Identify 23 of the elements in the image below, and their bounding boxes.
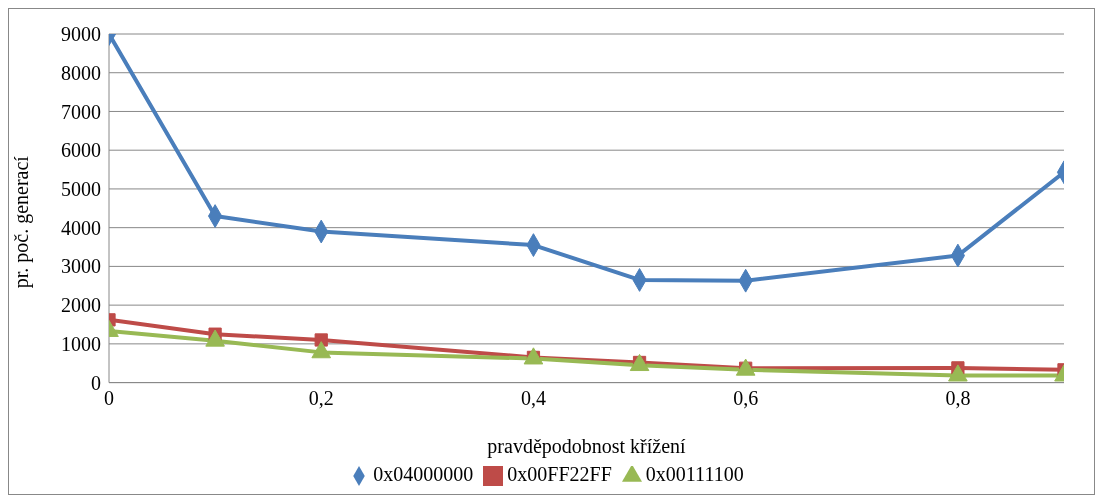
x-tick-label: 0,6 [733, 386, 759, 409]
x-tick-label: 0,4 [520, 386, 546, 409]
y-tick-label: 3000 [61, 255, 101, 278]
x-tick-label: 0,8 [945, 386, 971, 409]
point [948, 364, 968, 382]
y-tick-label: 2000 [61, 294, 101, 317]
legend-label: 0x00FF22FF [507, 462, 612, 485]
y-tick-label: 1000 [61, 332, 101, 355]
y-tick-label: 9000 [61, 23, 101, 46]
x-tick-label: 0,2 [308, 386, 334, 409]
y-tick-label: 8000 [61, 61, 101, 84]
x-axis-title: pravděpodobnost křížení [487, 434, 687, 458]
legend-label: 0x04000000 [373, 462, 474, 485]
legend-label: 0x00111100 [645, 462, 744, 485]
y-tick-label: 6000 [61, 139, 101, 162]
y-tick-label: 7000 [61, 100, 101, 123]
y-tick-label: 0 [91, 371, 101, 394]
point [311, 341, 332, 359]
point [735, 358, 756, 376]
y-tick-label: 5000 [61, 178, 101, 201]
y-axis-title: pr. poč. generací [10, 155, 34, 289]
y-tick-label: 4000 [61, 216, 101, 239]
point [205, 329, 225, 347]
